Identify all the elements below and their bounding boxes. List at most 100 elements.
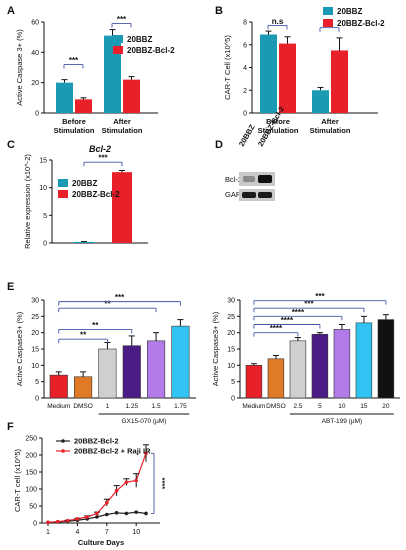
chart-c-legend-2-swatch: [58, 190, 68, 198]
chart-f-point: [134, 478, 138, 483]
chart-e2-y-tick-label: 10: [227, 363, 235, 370]
chart-e1-bar: [49, 374, 68, 399]
chart-a-sig-label: ***: [117, 15, 127, 24]
blot-row-label-bcl-2: Bcl-2: [225, 175, 242, 184]
chart-e2-sig-label: ****: [292, 308, 305, 317]
chart-a-legend-1-swatch: [113, 35, 123, 43]
chart-e2-x-axis-label: ABT-199 (μM): [322, 418, 363, 425]
chart-e1-sig-label: **: [92, 321, 99, 330]
blot-row-label-gapdh: GAPDH: [225, 190, 252, 199]
chart-e2-y-tick-label: 0: [231, 396, 235, 403]
chart-e2-bar: [333, 329, 351, 399]
chart-f-legend-2-label: 20BBZ-Bcl-2 + Raji IR: [74, 447, 151, 456]
chart-c-y-tick-label: 0: [43, 241, 47, 248]
panel-label-b: B: [215, 5, 223, 17]
chart-e1-x-tick-label: 1: [106, 403, 110, 410]
chart-e2-y-axis-label: Active Caspase3+ (%): [211, 311, 220, 386]
chart-a-legend-2-swatch: [113, 46, 123, 54]
chart-e2-y-tick-label: 30: [227, 298, 235, 305]
chart-e2-bar: [289, 340, 307, 399]
chart-e2-sig-label: ***: [315, 292, 325, 301]
chart-f-y-tick-label: 250: [25, 436, 37, 443]
panel-label-e: E: [7, 281, 14, 293]
chart-f-point: [95, 511, 99, 516]
panel-label-d: D: [215, 139, 223, 151]
chart-a-x-tick-label: Stimulation: [54, 126, 95, 135]
chart-e1-sig-label: **: [80, 331, 87, 340]
chart-a-bar: [56, 82, 73, 113]
chart-b-legend-2-swatch: [323, 19, 333, 27]
chart-b-y-tick-label: 8: [243, 20, 247, 27]
chart-f-y-axis-label: CAR-T cell (x10^5): [13, 449, 22, 512]
chart-b-bar: [312, 90, 329, 113]
chart-f-point: [124, 511, 129, 516]
chart-f-point: [85, 515, 89, 519]
chart-b-sig-label: n.s: [272, 17, 284, 26]
chart-c-y-tick-label: 15: [39, 158, 47, 165]
chart-b-bar: [260, 34, 277, 114]
chart-e1-x-tick-label: 1.5: [152, 403, 161, 410]
chart-e1-y-tick-label: 10: [31, 363, 39, 370]
chart-f-y-tick-label: 100: [25, 487, 37, 494]
chart-a-bar: [75, 99, 92, 113]
chart-e1-x-axis-label: GX15-070 (μM): [121, 418, 166, 425]
chart-a-y-tick-label: 20: [31, 80, 39, 87]
chart-e1-y-tick-label: 20: [31, 330, 39, 337]
chart-e1-x-tick-label: 1.75: [174, 403, 187, 410]
blot-bcl-2-band-lane-1: [243, 176, 255, 182]
chart-e2-bar: [267, 358, 285, 399]
chart-f-point: [95, 515, 99, 519]
chart-e1-y-tick-label: 25: [31, 314, 39, 321]
chart-c-legend-1-label: 20BBZ: [72, 179, 97, 188]
chart-a-sig-label: ***: [69, 56, 79, 65]
chart-e1-bar: [122, 345, 141, 399]
chart-e1-y-tick-label: 15: [31, 347, 39, 354]
chart-f-sig-label: ****: [158, 478, 167, 490]
chart-f-point: [114, 511, 119, 515]
chart-e1-y-tick-label: 0: [35, 396, 39, 403]
chart-e2-x-tick-label: 5: [318, 403, 322, 410]
chart-b-y-tick-label: 6: [243, 42, 247, 49]
chart-f-x-tick-label: 7: [105, 529, 109, 536]
chart-e2-x-tick-label: 20: [382, 403, 390, 410]
chart-f-x-tick-label: 10: [132, 529, 140, 536]
chart-e1-x-tick-label: DMSO: [73, 403, 93, 410]
chart-f-point: [105, 512, 109, 517]
panel-label-f: F: [7, 421, 14, 433]
chart-e1-sig-label: ***: [115, 293, 125, 302]
panel-label-c: C: [7, 139, 15, 151]
chart-b-x-tick-label: Stimulation: [310, 126, 351, 135]
chart-c-y-tick-label: 10: [39, 185, 47, 192]
chart-e1-y-axis-label: Active Caspase3+ (%): [15, 311, 24, 386]
chart-c-legend-1-swatch: [58, 179, 68, 187]
chart-a-x-tick-label: Before: [62, 117, 86, 126]
chart-e1-bar: [74, 376, 93, 399]
chart-e2-x-tick-label: 2.5: [293, 403, 302, 410]
chart-f-x-tick-label: 4: [75, 529, 79, 536]
chart-f-y-tick-label: 150: [25, 470, 37, 477]
chart-b-legend-1-swatch: [323, 7, 333, 15]
chart-e1-bar: [171, 325, 190, 399]
chart-c-legend-2-label: 20BBZ-Bcl-2: [72, 190, 120, 199]
chart-f-legend-2-marker: [61, 449, 65, 453]
chart-f-point: [75, 517, 80, 521]
chart-f-legend-1-marker: [61, 439, 65, 443]
chart-b-x-tick-label: Stimulation: [258, 126, 299, 135]
chart-f-x-axis-label: Culture Days: [78, 538, 124, 547]
chart-e2-x-tick-label: 15: [360, 403, 368, 410]
blot-lane-label-20bbz: 20BBZ: [237, 123, 257, 148]
chart-f-point: [114, 488, 119, 493]
blot-bcl-2-band-lane-2: [258, 175, 272, 183]
chart-e2-x-tick-label: Medium: [242, 403, 265, 410]
chart-e2-bar: [355, 322, 373, 399]
chart-a-legend-2-label: 20BBZ-Bcl-2: [127, 46, 175, 55]
chart-a-legend-1-label: 20BBZ: [127, 35, 152, 44]
chart-e2-bar: [311, 333, 329, 399]
chart-c-y-axis-label: Relative expression (x10^-2): [23, 154, 32, 249]
panel-label-a: A: [7, 5, 15, 17]
chart-b-legend-1-label: 20BBZ: [337, 7, 362, 16]
chart-a-x-tick-label: After: [113, 117, 131, 126]
chart-f-point: [124, 480, 129, 485]
chart-e2-bar: [377, 319, 395, 399]
